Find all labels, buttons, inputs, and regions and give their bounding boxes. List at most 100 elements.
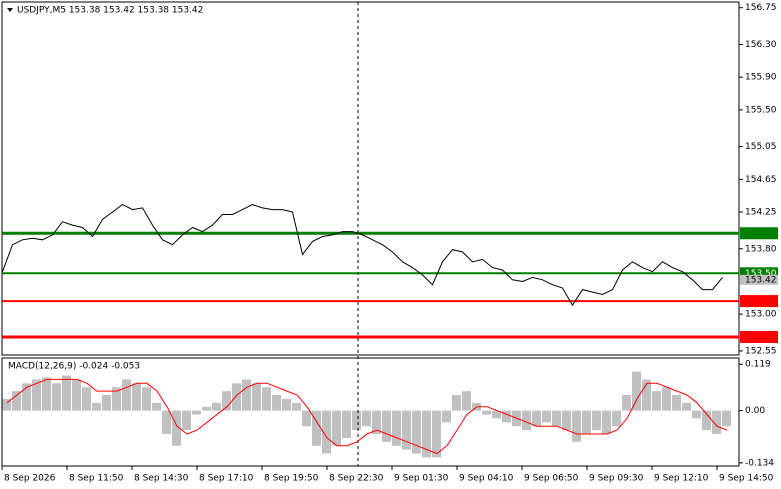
price-line xyxy=(2,204,723,307)
histogram-bar xyxy=(382,410,391,442)
histogram-bar xyxy=(72,379,81,411)
histogram-bar xyxy=(662,387,671,411)
y-tick-label: 0.00 xyxy=(745,406,765,416)
histogram-bar xyxy=(502,410,511,423)
x-tick-label: 8 Sep 2026 xyxy=(4,474,56,484)
histogram-bar xyxy=(452,395,461,411)
histogram-bar xyxy=(462,391,471,411)
menu-arrow xyxy=(7,8,13,12)
level-tag xyxy=(740,295,778,308)
x-tick-label: 9 Sep 06:50 xyxy=(524,474,579,484)
histogram-bar xyxy=(692,410,701,419)
histogram-bar xyxy=(102,395,111,411)
histogram-bar xyxy=(222,391,231,411)
histogram-bar xyxy=(332,410,341,446)
histogram-bar xyxy=(402,410,411,450)
histogram-bar xyxy=(322,410,331,454)
y-tick-label: 0.119 xyxy=(745,360,771,370)
histogram-bar xyxy=(12,391,21,411)
histogram-bar xyxy=(522,410,531,431)
level-label: 153.50 xyxy=(745,269,777,279)
x-tick-label: 9 Sep 09:30 xyxy=(589,474,644,484)
histogram-bar xyxy=(622,395,631,411)
level-tag xyxy=(740,227,778,240)
y-tick-label: 155.50 xyxy=(745,105,777,115)
histogram-bar xyxy=(392,410,401,446)
histogram-bar xyxy=(42,377,51,411)
y-tick-label: 155.05 xyxy=(745,142,777,152)
histogram-bar xyxy=(682,402,691,411)
histogram-bar xyxy=(362,410,371,427)
histogram-bar xyxy=(122,379,131,411)
level-tag xyxy=(740,331,778,344)
histogram-bar xyxy=(32,379,41,411)
macd-title: MACD(12,26,9) -0.024 -0.053 xyxy=(8,362,140,372)
price-title: USDJPY,M5 153.38 153.42 153.38 153.42 xyxy=(17,6,203,16)
current-price-tag xyxy=(740,274,778,285)
histogram-bar xyxy=(52,383,61,411)
histogram-bar xyxy=(292,402,301,411)
histogram-bar xyxy=(312,410,321,446)
histogram-bar xyxy=(152,402,161,411)
histogram-bar xyxy=(602,410,611,435)
histogram-bar xyxy=(372,410,381,435)
histogram-bar xyxy=(202,406,211,411)
histogram-bar xyxy=(432,410,441,458)
histogram-bar xyxy=(612,410,621,427)
y-tick-label: 153.00 xyxy=(745,310,777,320)
x-tick-label: 8 Sep 19:50 xyxy=(264,474,319,484)
histogram-bar xyxy=(22,383,31,411)
x-tick-label: 9 Sep 01:30 xyxy=(394,474,449,484)
current-price-label: 153.42 xyxy=(745,275,777,285)
x-tick-label: 8 Sep 17:10 xyxy=(199,474,254,484)
macd-pane xyxy=(1,357,740,467)
histogram-bar xyxy=(562,410,571,431)
histogram-bar xyxy=(442,410,451,423)
histogram-bar xyxy=(422,410,431,458)
y-tick-label: 154.65 xyxy=(745,175,777,185)
histogram-bar xyxy=(482,410,491,415)
y-tick-label: 156.30 xyxy=(745,40,777,50)
histogram-bar xyxy=(352,410,361,431)
histogram-bar xyxy=(62,375,71,411)
x-tick-label: 8 Sep 11:50 xyxy=(69,474,124,484)
histogram-bar xyxy=(82,387,91,411)
histogram-bar xyxy=(132,383,141,411)
histogram-bar xyxy=(712,410,721,435)
histogram-bar xyxy=(2,398,11,411)
histogram-bar xyxy=(192,410,201,415)
histogram-bar xyxy=(632,371,641,411)
y-tick-label: 152.55 xyxy=(745,346,777,356)
histogram-bar xyxy=(702,410,711,431)
histogram-bar xyxy=(542,410,551,423)
y-tick-label: 154.25 xyxy=(745,208,777,218)
histogram-bar xyxy=(232,383,241,411)
y-tick-label: 153.80 xyxy=(745,244,777,254)
y-tick-label: -0.134 xyxy=(745,458,774,468)
histogram-bar xyxy=(492,410,501,419)
histogram-bar xyxy=(552,410,561,427)
histogram-bar xyxy=(142,387,151,411)
x-tick-label: 8 Sep 22:30 xyxy=(329,474,384,484)
histogram-bar xyxy=(212,402,221,411)
histogram-bar xyxy=(572,410,581,442)
x-tick-label: 9 Sep 12:10 xyxy=(654,474,709,484)
histogram-bar xyxy=(162,410,171,435)
histogram-bar xyxy=(262,387,271,411)
histogram-bar xyxy=(302,410,311,427)
y-tick-label: 156.75 xyxy=(745,3,777,13)
histogram-bar xyxy=(412,410,421,454)
y-tick-label: 155.90 xyxy=(745,73,777,83)
histogram-bar xyxy=(342,410,351,438)
histogram-bar xyxy=(112,387,121,411)
price-pane xyxy=(1,1,740,356)
histogram-bar xyxy=(242,379,251,411)
x-tick-label: 9 Sep 04:10 xyxy=(459,474,514,484)
histogram-bar xyxy=(172,410,181,446)
histogram-bar xyxy=(182,410,191,431)
histogram-bar xyxy=(252,383,261,411)
signal-line xyxy=(6,378,728,455)
x-tick-label: 8 Sep 14:30 xyxy=(134,474,189,484)
histogram-bar xyxy=(582,410,591,435)
histogram-bar xyxy=(592,410,601,431)
